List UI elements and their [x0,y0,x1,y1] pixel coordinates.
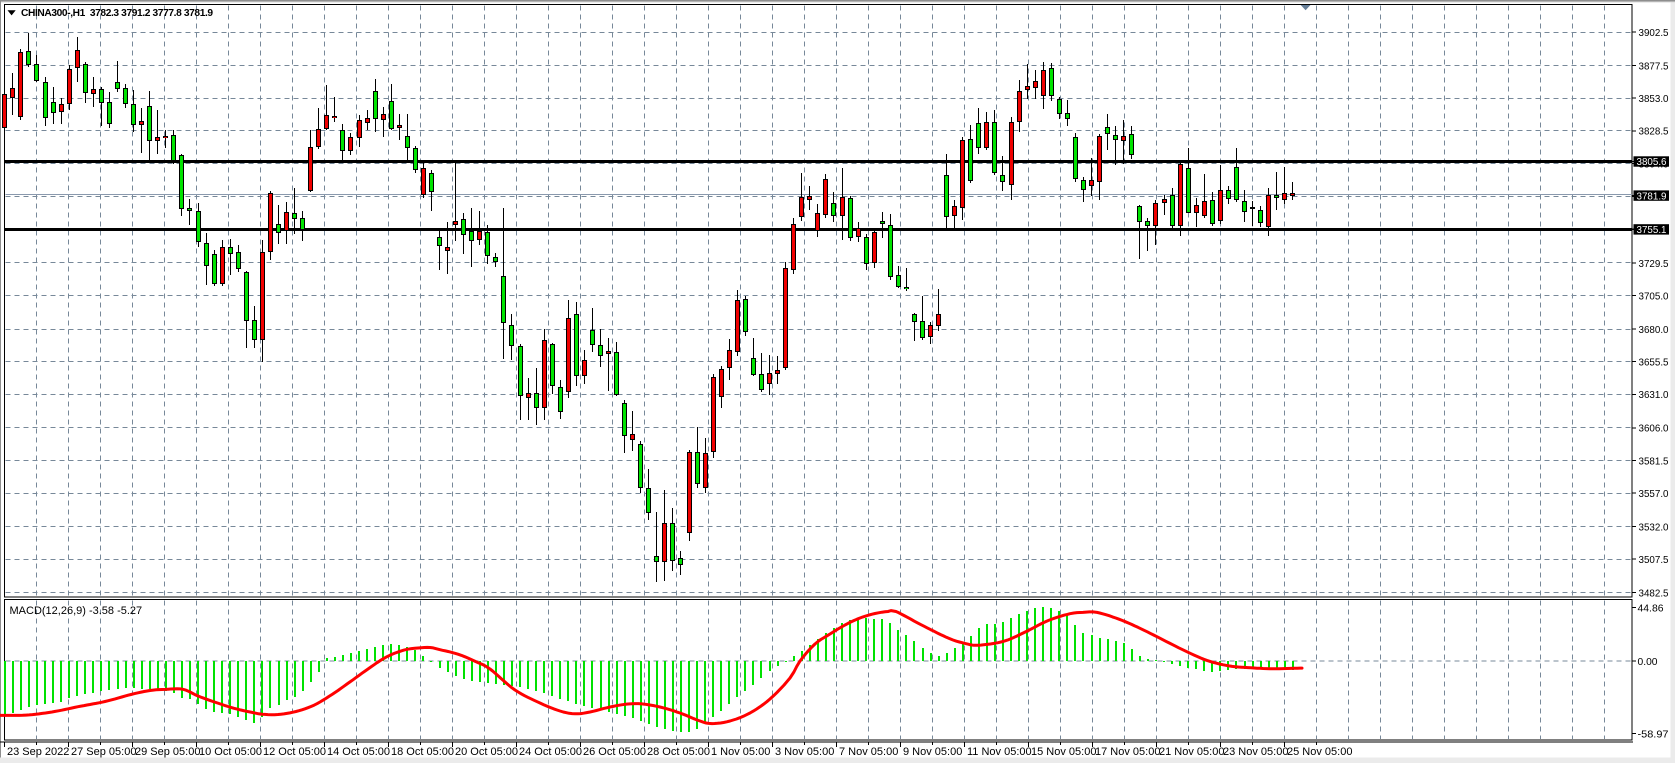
svg-text:3 Nov 05:00: 3 Nov 05:00 [775,746,834,758]
svg-text:0.00: 0.00 [1638,656,1658,668]
svg-text:12 Oct 05:00: 12 Oct 05:00 [263,746,326,758]
svg-text:3482.5: 3482.5 [1639,587,1669,599]
svg-text:14 Oct 05:00: 14 Oct 05:00 [327,746,390,758]
svg-text:3853.0: 3853.0 [1639,93,1669,105]
svg-text:3631.0: 3631.0 [1639,389,1669,401]
svg-text:3655.5: 3655.5 [1639,357,1669,369]
svg-text:3877.5: 3877.5 [1639,60,1669,72]
svg-text:44.86: 44.86 [1638,602,1664,614]
svg-text:25 Nov 05:00: 25 Nov 05:00 [1287,746,1352,758]
svg-text:3781.9: 3781.9 [1637,190,1667,202]
svg-text:21 Nov 05:00: 21 Nov 05:00 [1159,746,1224,758]
svg-text:3581.5: 3581.5 [1639,455,1669,467]
svg-text:1 Nov 05:00: 1 Nov 05:00 [711,746,770,758]
svg-text:3729.5: 3729.5 [1639,258,1669,270]
svg-text:3828.5: 3828.5 [1639,126,1669,138]
svg-text:3606.0: 3606.0 [1639,423,1669,435]
svg-text:3507.5: 3507.5 [1639,554,1669,566]
svg-text:MACD(12,26,9) -3.58 -5.27: MACD(12,26,9) -3.58 -5.27 [10,605,143,617]
svg-text:9 Nov 05:00: 9 Nov 05:00 [903,746,962,758]
svg-text:29 Sep 05:00: 29 Sep 05:00 [135,746,200,758]
svg-text:23 Nov 05:00: 23 Nov 05:00 [1223,746,1288,758]
svg-text:27 Sep 05:00: 27 Sep 05:00 [71,746,136,758]
svg-text:3705.0: 3705.0 [1639,291,1669,303]
svg-text:7 Nov 05:00: 7 Nov 05:00 [839,746,898,758]
svg-text:3805.6: 3805.6 [1637,156,1667,168]
svg-text:-58.97: -58.97 [1638,729,1669,741]
svg-text:18 Oct 05:00: 18 Oct 05:00 [391,746,454,758]
svg-text:23 Sep 2022: 23 Sep 2022 [7,746,69,758]
svg-text:3902.5: 3902.5 [1639,27,1669,39]
svg-text:3557.0: 3557.0 [1639,488,1669,500]
svg-text:CHINA300-,H1 3782.3 3791.2 37: CHINA300-,H1 3782.3 3791.2 3777.8 3781.9 [21,8,213,19]
svg-text:15 Nov 05:00: 15 Nov 05:00 [1031,746,1096,758]
svg-text:26 Oct 05:00: 26 Oct 05:00 [583,746,646,758]
svg-text:11 Nov 05:00: 11 Nov 05:00 [967,746,1032,758]
svg-text:10 Oct 05:00: 10 Oct 05:00 [199,746,262,758]
svg-text:17 Nov 05:00: 17 Nov 05:00 [1095,746,1160,758]
svg-text:3680.0: 3680.0 [1639,324,1669,336]
svg-text:3532.0: 3532.0 [1639,521,1669,533]
svg-text:3755.1: 3755.1 [1637,224,1667,236]
svg-text:24 Oct 05:00: 24 Oct 05:00 [519,746,582,758]
svg-text:28 Oct 05:00: 28 Oct 05:00 [647,746,710,758]
svg-text:20 Oct 05:00: 20 Oct 05:00 [455,746,518,758]
